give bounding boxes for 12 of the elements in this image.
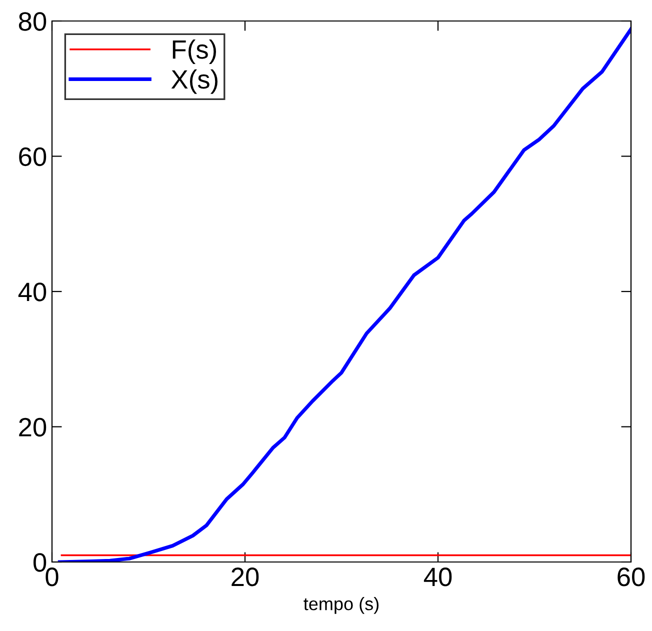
legend-label: F(s) bbox=[172, 39, 216, 64]
y-tick-label: 40 bbox=[18, 282, 46, 302]
y-tick-label: 20 bbox=[19, 418, 46, 437]
legend-label: X(s) bbox=[171, 69, 218, 94]
x-tick-label: 60 bbox=[618, 568, 645, 586]
y-tick-label: 0 bbox=[33, 553, 46, 572]
x-tick-label: 40 bbox=[424, 568, 452, 586]
x-tick-label: 0 bbox=[46, 568, 58, 586]
y-tick-label: 80 bbox=[18, 12, 46, 31]
x-tick-label: 20 bbox=[232, 568, 259, 586]
x-axis-title: tempo (s) bbox=[304, 597, 379, 614]
y-tick-label: 60 bbox=[19, 147, 46, 166]
